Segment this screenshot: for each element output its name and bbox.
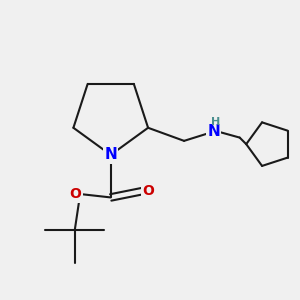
Text: O: O xyxy=(142,184,154,198)
Text: O: O xyxy=(70,187,81,201)
Text: N: N xyxy=(207,124,220,139)
Text: N: N xyxy=(104,147,117,162)
Text: H: H xyxy=(211,117,220,127)
